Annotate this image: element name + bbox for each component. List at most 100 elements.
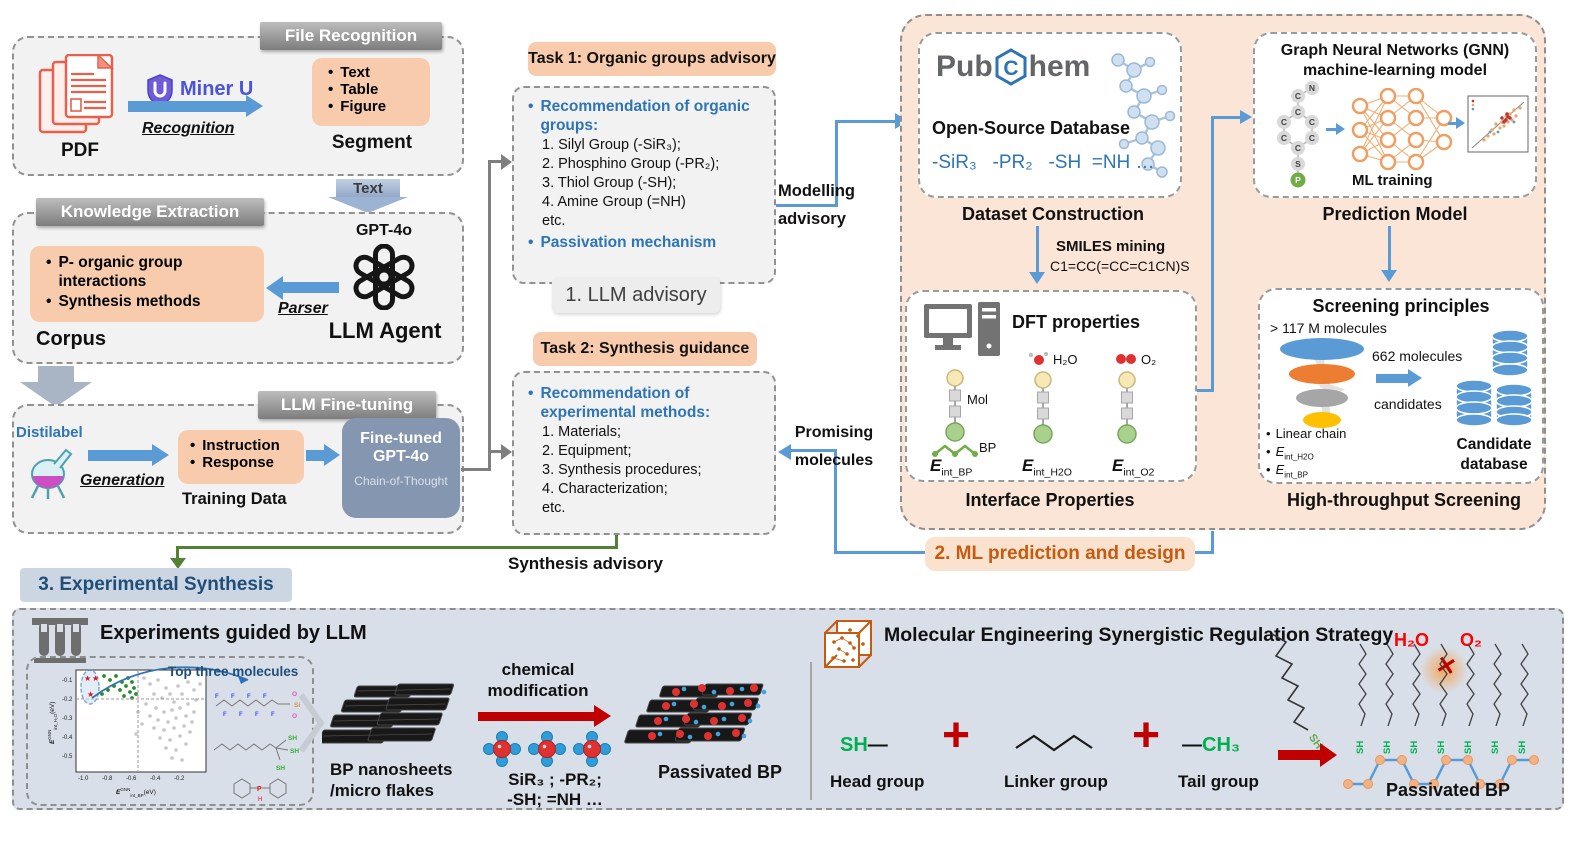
o2-label: O₂ (1141, 352, 1156, 367)
dataset-groups: -SiR₃ -PR₂ -SH =NH … (932, 152, 1155, 173)
segment-item-figure: Figure (328, 98, 430, 115)
atom-c7: C (1295, 143, 1301, 153)
found-molecules-label: 662 molecules (1372, 348, 1463, 364)
atom-c5: C (1281, 133, 1287, 143)
pubchem-hexagon-icon: C (995, 48, 1027, 86)
e-symbol-2: E (1022, 456, 1034, 475)
atom-c1: C (1295, 91, 1301, 101)
lattice-sh-7: SH (1517, 741, 1528, 754)
ytick-1: -0.2 (62, 697, 73, 703)
linker-group-label: Linker group (1004, 772, 1108, 791)
pubchem-logo: Pub C hem (936, 48, 1090, 86)
h2o-label: H₂O (1053, 352, 1078, 367)
screening-bullet-2: • Eint_H2O (1266, 444, 1314, 462)
atom-c4: C (1309, 117, 1315, 127)
o2-blocked-label: O₂ (1460, 630, 1482, 650)
mol-f-6: F (239, 712, 243, 718)
head-group-label: Head group (830, 772, 925, 791)
groups-label-1: SiR₃ ; -PR₂; (508, 770, 602, 789)
ytick-3: -0.4 (62, 735, 73, 741)
corpus-item-1: P- organic group interactions (46, 254, 256, 291)
corpus-chip: P- organic group interactions Synthesis … (30, 246, 264, 322)
screening-box (1258, 288, 1544, 484)
e-symbol: E (930, 456, 942, 475)
passivated-bp-label-2: Passivated BP (1386, 780, 1511, 800)
bp-label: BP (979, 440, 996, 455)
smiles-arrow-head (1029, 272, 1045, 284)
tail-group-label: Tail group (1178, 772, 1259, 791)
passivated-bp-graphic (624, 683, 767, 744)
pubchem-c: C (1003, 57, 1018, 80)
mol-f-5: F (223, 712, 227, 718)
prediction-arrow-head (1381, 270, 1397, 282)
e-int-bp-sub: int_BP (941, 466, 973, 479)
modelling-line-v (835, 120, 838, 207)
xl-e: E (116, 789, 121, 796)
extract-down-arrow-head (20, 382, 92, 407)
mol-h: H (258, 797, 262, 803)
parser-label: Parser (278, 300, 328, 317)
synthesis-line-v1 (615, 535, 618, 548)
experimental-synthesis-badge: 3. Experimental Synthesis (20, 568, 292, 602)
candidate-label-2: database (1460, 456, 1528, 473)
file-recognition-header: File Recognition (260, 22, 442, 50)
dft-gnn-v (1211, 116, 1214, 392)
finetuned-sub: Chain-of-Thought (354, 474, 448, 488)
segment-item-table: Table (328, 81, 430, 98)
xl-unit: (eV) (144, 789, 156, 796)
mol-f-3: F (247, 694, 251, 700)
knowledge-extraction-header: Knowledge Extraction (36, 198, 264, 226)
synthesis-advisory-label: Synthesis advisory (508, 554, 663, 573)
molecular-cube-icon (824, 620, 872, 668)
xl-sub: int_BP (130, 793, 143, 798)
synthesis-line-v2 (176, 546, 179, 559)
passivated-bp-lattice: SH SH SH SH SH SH SH (1343, 643, 1539, 789)
screening-title: Screening principles (1312, 296, 1490, 316)
task1-item-2: 2. Phosphino Group (-PR₂); (542, 155, 720, 172)
mlbadge-line-v (1211, 531, 1214, 554)
head-sh: SH (840, 734, 868, 756)
mol-o-1: O (292, 691, 297, 698)
mol-label: Mol (967, 392, 988, 407)
assemble-arrow-shaft (1278, 750, 1320, 760)
recognition-label: Recognition (142, 120, 235, 137)
mol-sh-2: SH (290, 748, 299, 755)
llm-finetuning-header: LLM Fine-tuning (258, 391, 436, 419)
svg-text:★: ★ (92, 674, 99, 683)
molecule-count-label: > 117 M molecules (1270, 320, 1387, 336)
lattice-sh-6: SH (1490, 741, 1501, 754)
xtick-0: -1.0 (78, 776, 89, 782)
chem-mod-arrow-head (594, 705, 611, 727)
promising-line-h2 (837, 551, 925, 554)
mol-f-1: F (215, 694, 219, 700)
e-h2o-sub: int_H2O (1284, 452, 1314, 462)
training-data-label: Training Data (182, 490, 287, 508)
screening-bullet-1: • Linear chain (1266, 426, 1347, 441)
experimental-panel (12, 608, 1564, 810)
promising-line-h1 (791, 449, 837, 452)
screening-funnel-icon (1280, 338, 1364, 428)
screening-bullet-3: • Eint_BP (1266, 462, 1308, 480)
top-three-arrow (91, 666, 249, 699)
recognition-arrow-shaft (128, 101, 246, 112)
passivated-bp-label-1: Passivated BP (657, 762, 783, 782)
prediction-model-caption: Prediction Model (1322, 204, 1468, 224)
chem-mod-arrow-shaft (478, 712, 594, 721)
tail-dash: — (1182, 734, 1202, 756)
corpus-label: Corpus (36, 328, 106, 350)
training-item-1: Instruction (190, 437, 304, 454)
atom-c2: C (1295, 107, 1301, 117)
generation-label: Generation (80, 472, 165, 489)
task1-item-1: 1. Silyl Group (-SiR₃); (542, 136, 681, 153)
smiles-string: C1=CC(=CC=C1CN)S (1050, 258, 1190, 274)
callout-chevron (298, 693, 324, 753)
smiles-mining-label: SMILES mining (1056, 238, 1166, 255)
neural-network-icon (1351, 88, 1453, 171)
yl-e: E (49, 739, 56, 744)
pdf-documents-icon (38, 54, 114, 134)
gnn-screening-scatter: ★ ★★ -0.1 -0.2 -0.3 -0.4 -0.5 -1.0 -0.8 -… (47, 669, 207, 798)
mol-f-7: F (255, 712, 259, 718)
e-int-bp-label: Eint_BP (930, 456, 972, 478)
generation-arrow-head (152, 444, 169, 466)
